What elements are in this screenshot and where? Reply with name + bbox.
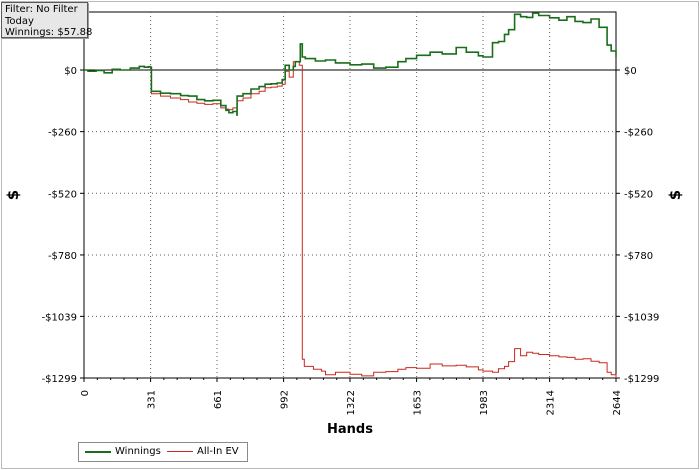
y-tick-label-left: $0 [64,66,77,77]
plot-area-border [83,11,617,379]
x-tick-label: 1653 [413,390,424,415]
y-tick-label-left: -$780 [48,251,77,262]
y-tick-label-right: -$260 [624,128,653,139]
y-axis-title-left: $ [4,190,22,200]
legend-swatch-allin-ev [167,451,193,452]
x-tick-label: 1983 [479,390,490,415]
legend-label-allin-ev: All-In EV [197,446,239,457]
legend-swatch-winnings [85,450,111,453]
legend-item-allin-ev: All-In EV [167,446,239,457]
legend-item-winnings: Winnings [85,446,161,457]
y-tick-label-left: -$1039 [42,312,77,323]
y-tick-label-left: -$520 [48,189,77,200]
series-line-allin-ev [84,61,617,378]
x-tick-label: 2314 [546,390,557,415]
filter-label: Filter: No Filter [5,4,78,15]
y-tick-label-right: -$1299 [624,374,659,385]
series-line-winnings [84,12,617,116]
filter-info-box: Filter: No Filter Today Winnings: $57.88 [1,2,93,38]
y-tick-label-left: -$260 [48,128,77,139]
y-tick-label-left: -$1299 [42,374,77,385]
x-axis-title: Hands [327,422,373,437]
x-tick-label: 992 [280,390,291,409]
y-tick-label-right: -$1039 [624,312,659,323]
x-tick-label: 661 [213,390,224,409]
y-axis-title-right: $ [666,190,684,200]
x-tick-label: 1322 [346,390,357,415]
y-tick-label-right: -$520 [624,189,653,200]
x-tick-label: 0 [80,390,91,396]
winnings-total-label: Winnings: $57.88 [5,27,93,38]
y-tick-label-right: -$780 [624,251,653,262]
x-tick-label: 2644 [612,390,623,415]
x-tick-label: 331 [147,390,158,409]
legend-label-winnings: Winnings [115,446,161,457]
date-range-label: Today [5,15,34,27]
y-tick-label-right: $0 [624,66,637,77]
chart-legend: Winnings All-In EV [78,442,248,462]
